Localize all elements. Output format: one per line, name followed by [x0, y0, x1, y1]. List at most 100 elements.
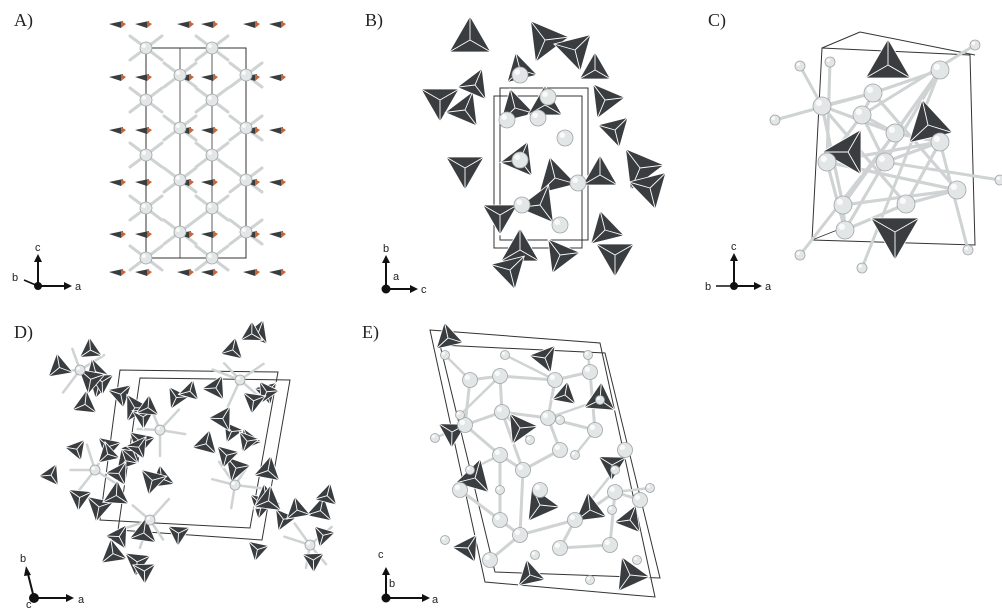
atom	[856, 262, 868, 274]
atom-highlight	[141, 95, 146, 100]
atom	[139, 93, 153, 107]
atom-highlight	[175, 123, 180, 128]
tetrahedron-edge-highlight	[147, 179, 152, 186]
bond	[518, 468, 525, 537]
tetrahedron-face	[269, 269, 283, 276]
atom-highlight	[855, 108, 862, 115]
atom	[465, 465, 475, 475]
tetrahedron	[596, 116, 629, 149]
tetrahedron-edge-highlight	[281, 74, 286, 81]
atom	[610, 465, 620, 475]
atom-highlight	[207, 253, 212, 258]
unit-cell-outline	[811, 47, 976, 246]
tetrahedron-edge-highlight	[213, 269, 218, 276]
tetrahedron	[100, 537, 128, 564]
atom-highlight	[589, 424, 595, 430]
bond	[798, 131, 897, 257]
atom	[835, 220, 855, 240]
atom-highlight	[820, 155, 827, 163]
atom-highlight	[950, 183, 957, 191]
atom	[794, 249, 806, 261]
atom	[540, 410, 556, 426]
tetrahedron-edge-highlight	[281, 179, 286, 186]
tetrahedron-edge-highlight	[189, 179, 194, 186]
atom-highlight	[141, 203, 146, 208]
atom	[239, 68, 253, 82]
atom	[139, 41, 153, 55]
atom-highlight	[456, 411, 460, 415]
tetrahedron-face	[201, 231, 215, 238]
atom-highlight	[494, 514, 500, 520]
atom-highlight	[241, 70, 246, 75]
tetrahedron	[578, 51, 612, 80]
tetrahedron	[201, 74, 218, 81]
tetrahedron-face	[201, 74, 215, 81]
atom	[551, 216, 569, 234]
atom	[512, 527, 528, 543]
tetrahedron-face	[201, 21, 215, 28]
atom-highlight	[815, 99, 822, 106]
atom	[139, 148, 153, 162]
panel-d-structure	[37, 318, 338, 585]
tetrahedron	[128, 516, 157, 544]
atom-highlight	[549, 374, 555, 380]
atom-highlight	[584, 351, 588, 355]
axis-up-label-c: c	[731, 241, 737, 253]
atom-highlight	[608, 506, 612, 510]
atom	[515, 462, 531, 478]
bond	[558, 543, 612, 550]
atom-highlight	[554, 542, 560, 548]
atom-highlight	[494, 370, 500, 376]
atom	[229, 479, 241, 491]
tetrahedron-edge-highlight	[255, 231, 260, 238]
atom-highlight	[514, 154, 520, 160]
atom-highlight	[175, 175, 180, 180]
tetrahedron	[109, 21, 126, 28]
atom-highlight	[454, 484, 460, 490]
atom-highlight	[236, 376, 240, 380]
atom	[602, 537, 618, 553]
tetrahedron-edge-highlight	[213, 231, 218, 238]
tetrahedron-edge-highlight	[255, 21, 260, 28]
tetrahedron	[86, 496, 115, 523]
axis-up-label-e: c	[378, 549, 384, 561]
atom-highlight	[494, 449, 500, 455]
atom-highlight	[501, 351, 505, 355]
atom	[962, 244, 974, 256]
tetrahedron	[97, 440, 121, 464]
tetrahedron	[109, 179, 126, 186]
tetrahedron	[135, 127, 152, 134]
tetrahedron	[628, 172, 667, 211]
atom	[539, 88, 557, 106]
tetrahedron	[821, 128, 862, 176]
atom	[304, 539, 316, 551]
atom	[947, 180, 967, 200]
axis-right-label-e: a	[432, 594, 439, 606]
atom-highlight	[175, 227, 180, 232]
atom	[452, 482, 468, 498]
axis-right-label-c: a	[765, 281, 772, 293]
atom-highlight	[646, 484, 650, 488]
axis-up-label-a: c	[35, 242, 41, 254]
tetrahedron-face	[135, 127, 149, 134]
atom-highlight	[441, 351, 445, 355]
tetrahedron	[177, 378, 199, 401]
tetrahedron-edge-highlight	[147, 127, 152, 134]
bond	[820, 104, 908, 206]
tetrahedron	[553, 34, 592, 73]
tetrahedron-face	[201, 127, 215, 134]
unit-cell-outline	[429, 329, 656, 598]
axis-right-label-b: c	[421, 284, 427, 296]
atom-highlight	[207, 203, 212, 208]
panel-label-e: E)	[362, 322, 379, 342]
tetrahedron	[239, 320, 264, 341]
atom	[529, 109, 547, 127]
tetrahedron	[313, 482, 338, 506]
tetrahedron	[451, 533, 478, 563]
panel-e-structure	[429, 321, 661, 598]
atom-highlight	[514, 69, 520, 75]
atom-highlight	[466, 466, 470, 470]
tetrahedron	[201, 269, 218, 276]
axis-dot-label-b: a	[393, 271, 400, 283]
atom-highlight	[826, 58, 830, 62]
